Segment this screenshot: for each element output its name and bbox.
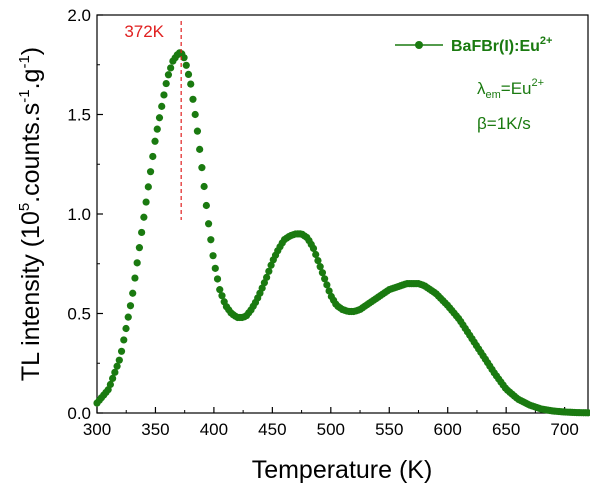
lambda-superscript: 2+ [532, 77, 545, 89]
data-point [312, 250, 320, 259]
y-tick-label: 0.0 [67, 404, 91, 423]
y-title-prefix: TL intensity (10 [17, 211, 45, 381]
data-point [180, 54, 188, 62]
data-point [196, 145, 204, 153]
legend: BaFBr(I):Eu2+ [395, 35, 552, 55]
data-point [162, 79, 170, 88]
data-point [131, 274, 139, 282]
data-point [211, 264, 219, 272]
data-point [111, 368, 119, 376]
y-title-mid: .counts.s [17, 103, 45, 203]
data-point [200, 182, 208, 191]
data-point [117, 347, 126, 355]
series-points [93, 49, 590, 417]
data-point [142, 198, 150, 206]
data-point [213, 275, 222, 283]
data-point [122, 324, 130, 333]
data-point [318, 269, 327, 277]
data-point [209, 252, 217, 260]
data-point [164, 71, 173, 79]
legend-series-name-main: BaFBr(I):Eu [451, 38, 540, 55]
y-title-exp3: -1 [16, 55, 33, 68]
data-point [115, 356, 123, 364]
data-point [193, 127, 202, 135]
data-point [146, 168, 155, 176]
lambda-symbol: λ [477, 79, 486, 98]
data-point [126, 302, 135, 310]
data-point [202, 201, 210, 210]
data-point [144, 183, 152, 191]
data-point [314, 256, 322, 265]
y-title-mid2: .g [17, 69, 45, 90]
x-tick-label: 350 [141, 420, 169, 439]
data-point [109, 374, 117, 383]
peak-label: 372K [124, 22, 164, 41]
lambda-value: =Eu [501, 79, 532, 98]
data-point [198, 164, 206, 172]
x-tick-label: 700 [550, 420, 578, 439]
y-title-suffix: ) [17, 47, 45, 55]
x-tick-label: 550 [375, 420, 403, 439]
emission-wavelength-note: λem=Eu2+ [477, 77, 544, 101]
data-point [155, 114, 164, 122]
y-title-exp1: 5 [16, 203, 33, 211]
data-point [167, 64, 175, 72]
data-point [138, 228, 146, 237]
heating-rate-note: β=1K/s [477, 114, 531, 133]
data-point [184, 70, 193, 79]
y-tick-label: 2.0 [67, 6, 91, 25]
data-point [158, 102, 166, 110]
data-point [140, 213, 148, 221]
data-point [182, 61, 190, 69]
y-tick-label: 0.5 [67, 305, 91, 324]
data-point [113, 362, 121, 370]
x-tick-label: 400 [200, 420, 228, 439]
data-point [151, 137, 159, 145]
y-title-exp2: -1 [16, 89, 33, 102]
legend-series-name-sup: 2+ [540, 35, 553, 47]
x-tick-label: 450 [258, 420, 286, 439]
data-point [263, 273, 271, 281]
x-tick-label: 300 [83, 420, 111, 439]
data-point [265, 267, 273, 275]
data-point [323, 281, 331, 289]
data-point [129, 289, 137, 297]
data-point [218, 292, 226, 300]
data-point [325, 287, 333, 295]
x-tick-label: 500 [317, 420, 345, 439]
data-point [189, 95, 197, 103]
data-point [321, 275, 329, 283]
data-point [267, 261, 275, 269]
data-point [149, 152, 157, 161]
data-point [106, 380, 114, 389]
data-point [204, 220, 213, 228]
data-point [187, 80, 195, 88]
y-axis-ticks: 0.0 0.5 1.0 1.5 2.0 [67, 6, 103, 423]
x-axis-title: Temperature (K) [252, 456, 433, 484]
data-point [133, 259, 141, 267]
y-axis-title: TL intensity (105.counts.s-1.g-1) [16, 47, 45, 381]
data-point [584, 409, 590, 417]
lambda-subscript: em [486, 89, 501, 101]
data-point [124, 313, 132, 321]
legend-series-name: BaFBr(I):Eu2+ [451, 35, 552, 55]
data-point [216, 286, 224, 294]
legend-marker [415, 41, 423, 49]
data-point [309, 244, 318, 253]
data-point [207, 236, 215, 244]
x-tick-label: 600 [434, 420, 462, 439]
x-axis-ticks: 300 350 400 450 500 550 600 650 700 [83, 407, 579, 439]
data-point [135, 244, 144, 252]
y-tick-label: 1.5 [67, 106, 91, 125]
data-point [160, 91, 168, 99]
x-tick-label: 650 [492, 420, 520, 439]
data-point [153, 125, 161, 133]
data-point [120, 336, 128, 344]
y-tick-label: 1.0 [67, 205, 91, 224]
data-point [191, 110, 199, 119]
data-point [316, 263, 324, 271]
